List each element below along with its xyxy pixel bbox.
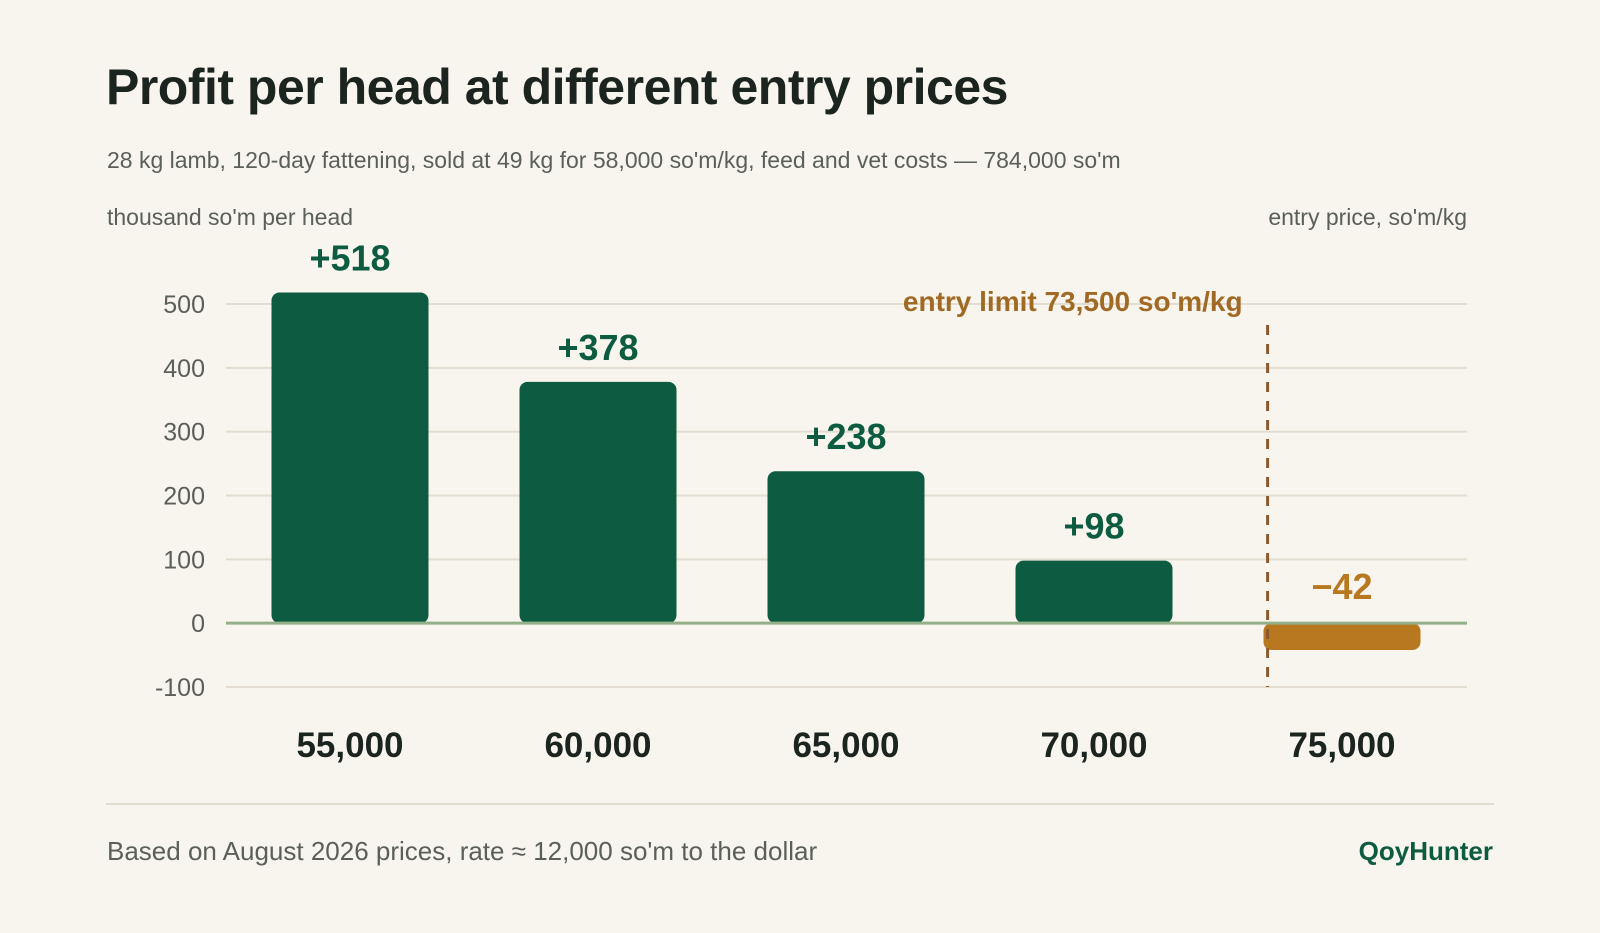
x-tick-label: 55,000 [296,726,403,765]
y-tick-label: 100 [163,546,205,574]
y-tick-label: 300 [163,419,205,447]
x-axis-label: entry price, so'm/kg [1268,204,1467,230]
x-tick-label: 70,000 [1040,726,1147,765]
chart-title: Profit per head at different entry price… [106,59,1008,115]
chart-subtitle: 28 kg lamb, 120-day fattening, sold at 4… [107,147,1121,173]
bars [271,292,1421,650]
y-axis-label: thousand so'm per head [107,204,354,230]
bar-value-label: +378 [557,327,638,368]
bar-value-label: +238 [805,416,886,457]
bar [271,292,429,624]
x-tick-label: 75,000 [1288,726,1395,765]
y-tick-label: -100 [155,674,205,702]
x-tick-label: 60,000 [544,726,651,765]
entry-limit-group: entry limit 73,500 so'm/kg [903,286,1270,687]
footnote: Based on August 2026 prices, rate ≈ 12,0… [107,836,818,866]
bar-value-label: +98 [1063,506,1124,547]
x-tick-label: 65,000 [792,726,899,765]
bar-value-label: +518 [309,238,390,279]
entry-limit-label: entry limit 73,500 so'm/kg [903,286,1243,317]
bar [1015,560,1173,624]
footer-divider [106,803,1494,805]
y-tick-label: 500 [163,291,205,319]
bar [767,471,925,624]
y-tick-label: 0 [191,610,205,638]
y-tick-label: 400 [163,355,205,383]
brand-logo-text: QoyHunter [1358,836,1493,866]
bar [519,381,677,624]
bar [1263,623,1421,650]
labels: 500 400 300 200 100 0 -100 +518 55,000 +378 60,000… [155,238,1396,765]
bar-value-label: −42 [1311,566,1372,607]
y-tick-label: 200 [163,483,205,511]
